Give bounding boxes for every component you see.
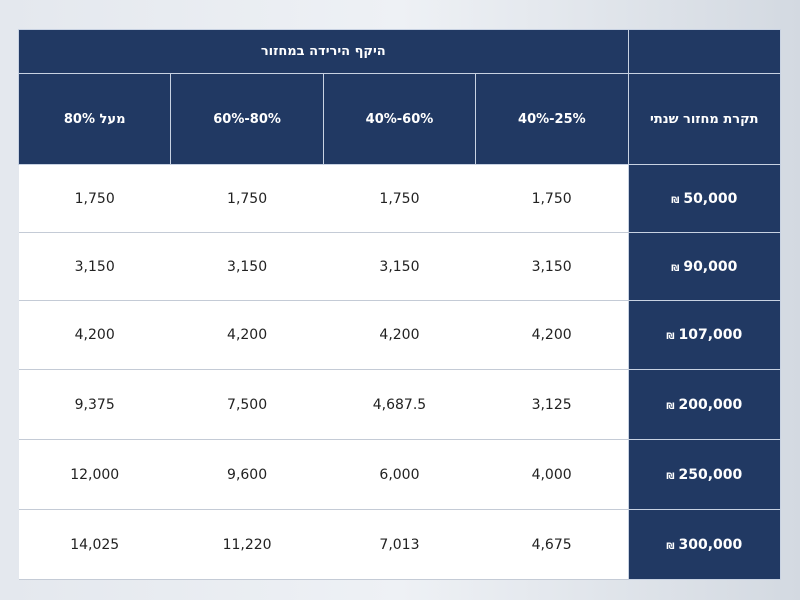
- value-cell: 1,750: [18, 164, 171, 233]
- table-row: 3,150 3,150 3,150 3,150 ₪ 90,000: [18, 232, 782, 301]
- turnover-cap-value: 107,000: [678, 327, 743, 343]
- column-header-text: 40%-25%: [518, 111, 586, 127]
- value-cell: 6,000: [323, 439, 476, 510]
- value-cell: 7,013: [323, 509, 476, 580]
- value-cell: 4,200: [323, 300, 476, 370]
- column-header-40-60: 40%-60%: [322, 73, 477, 165]
- value-cell: 9,600: [170, 439, 324, 510]
- value-cell: 4,200: [475, 300, 629, 370]
- column-header-text: 40%-60%: [365, 111, 434, 127]
- shekel-icon: ₪: [671, 195, 680, 206]
- value-cell: 1,750: [170, 164, 324, 233]
- turnover-cap-cell: ₪ 300,000: [627, 509, 782, 580]
- group-header: היקף הירידה במחזור: [18, 29, 629, 74]
- value-cell: 3,125: [475, 369, 629, 440]
- column-header-60-80: 60%-80%: [170, 73, 324, 165]
- shekel-icon: ₪: [666, 401, 675, 412]
- table-row: 14,025 11,220 7,013 4,675 ₪ 300,000: [18, 509, 782, 580]
- compensation-table: היקף הירידה במחזור מעל 80% 60%-80% 40%-6…: [17, 29, 782, 580]
- value-cell: 14,025: [18, 509, 171, 580]
- value-cell: 11,220: [170, 509, 324, 580]
- value-cell: 4,675: [475, 509, 629, 580]
- value-cell: 3,150: [475, 232, 629, 301]
- table-row: 4,200 4,200 4,200 4,200 ₪ 107,000: [18, 300, 782, 370]
- turnover-cap-cell: ₪ 250,000: [627, 439, 782, 510]
- column-header-text: 60%-80%: [213, 111, 281, 127]
- table-row: 9,375 7,500 4,687.5 3,125 ₪ 200,000: [18, 369, 782, 440]
- table-row: 1,750 1,750 1,750 1,750 ₪ 50,000: [18, 164, 782, 233]
- column-header-above-80: מעל 80%: [17, 73, 172, 165]
- turnover-cap-cell: ₪ 50,000: [627, 164, 782, 233]
- corner-cell: [627, 29, 782, 74]
- turnover-cap-value: 50,000: [683, 190, 738, 207]
- column-header-25-40: 40%-25%: [475, 73, 629, 165]
- value-cell: 3,150: [170, 232, 324, 301]
- shekel-icon: ₪: [671, 263, 680, 274]
- turnover-cap-cell: ₪ 107,000: [627, 300, 782, 370]
- value-cell: 1,750: [323, 164, 476, 233]
- row-header-title-text: תקרת מחזור שנתי: [650, 111, 759, 127]
- turnover-cap-value: 200,000: [678, 396, 743, 413]
- value-cell: 9,375: [18, 369, 171, 440]
- turnover-cap-value: 250,000: [678, 466, 743, 483]
- turnover-cap-cell: ₪ 200,000: [627, 369, 782, 440]
- value-cell: 7,500: [170, 369, 324, 440]
- shekel-icon: ₪: [666, 541, 675, 552]
- value-cell: 3,150: [323, 232, 476, 301]
- turnover-cap-cell: ₪ 90,000: [627, 232, 782, 301]
- value-cell: 12,000: [18, 439, 171, 510]
- shekel-icon: ₪: [666, 471, 675, 482]
- turnover-cap-value: 90,000: [683, 258, 738, 275]
- value-cell: 3,150: [18, 232, 171, 301]
- value-cell: 4,200: [18, 300, 171, 370]
- value-cell: 4,687.5: [323, 369, 476, 440]
- value-cell: 1,750: [475, 164, 629, 233]
- value-cell: 4,200: [170, 300, 324, 370]
- row-header-title: תקרת מחזור שנתי: [627, 73, 782, 165]
- table-row: 12,000 9,600 6,000 4,000 ₪ 250,000: [18, 439, 782, 510]
- shekel-icon: ₪: [666, 332, 675, 342]
- column-header-text: מעל 80%: [63, 111, 126, 127]
- group-header-text: היקף הירידה במחזור: [260, 44, 386, 59]
- turnover-cap-value: 300,000: [678, 536, 743, 553]
- value-cell: 4,000: [475, 439, 629, 510]
